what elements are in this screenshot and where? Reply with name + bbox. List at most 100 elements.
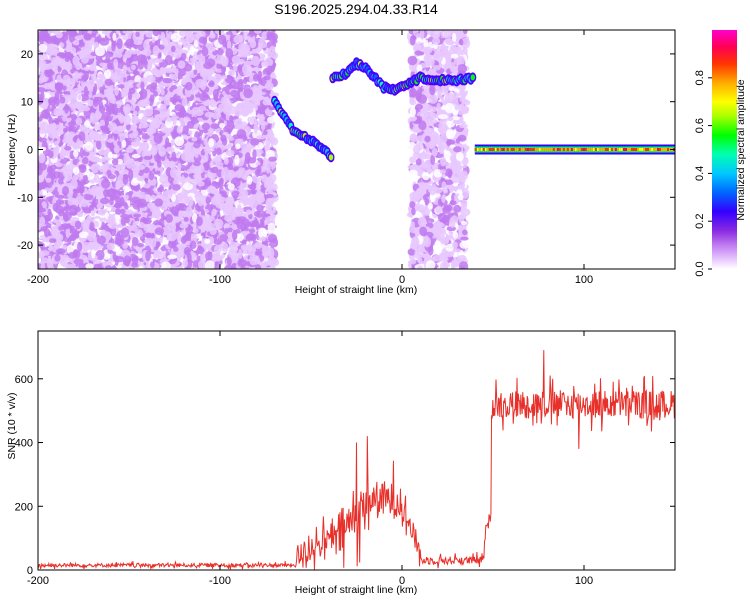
spectrogram-noise-blob	[64, 103, 69, 114]
spectrogram-noise-blob	[126, 75, 132, 81]
spectrogram-noise-blob	[52, 202, 59, 212]
spectrogram-noise-blob	[105, 107, 112, 119]
spectrogram-noise-blob	[193, 163, 200, 175]
spectrogram-noise-blob	[153, 69, 161, 78]
spectrogram-noise-blob	[131, 225, 138, 232]
spectrogram-noise-blob	[57, 185, 64, 193]
spectrogram-noise-blob	[52, 30, 57, 35]
spectrogram-noise-blob	[231, 190, 241, 199]
spectrogram-noise-blob	[85, 263, 94, 269]
spectrogram-noise-blob	[158, 146, 167, 157]
spectrogram-noise-blob	[83, 66, 90, 72]
spectrogram-noise-blob	[53, 140, 59, 146]
spectrogram-noise-blob	[252, 47, 261, 54]
spectrogram-noise-blob	[204, 152, 209, 163]
spectrogram-noise-blob	[69, 103, 79, 108]
spectrogram-noise-blob	[48, 243, 53, 252]
spectrogram-noise-blob	[80, 178, 90, 185]
spectrogram-noise-blob	[211, 208, 217, 217]
spectrogram-noise-blob	[251, 184, 256, 195]
spectrogram-noise-blob	[183, 216, 189, 222]
spectrogram-noise-blob	[139, 88, 148, 99]
spectrogram-noise-blob	[188, 130, 193, 136]
spectrogram-noise-blob	[88, 99, 94, 107]
spectrogram-noise-blob	[259, 263, 267, 268]
spectrogram-noise-blob	[72, 166, 80, 175]
spectrogram-noise-blob	[197, 181, 205, 187]
spectrogram-noise-blob	[155, 170, 161, 175]
spectrogram-noise-blob	[75, 117, 83, 126]
spectrogram-noise-blob	[262, 229, 272, 234]
spectrogram-noise-blob	[267, 50, 273, 59]
spectrogram-noise-blob	[243, 88, 253, 99]
spectrogram-noise-blob	[195, 246, 205, 254]
spectrogram-noise-blob	[234, 154, 240, 166]
spectrogram-noise-blob	[111, 105, 118, 115]
spectrogram-noise-blob	[253, 122, 258, 134]
spectrogram-noise-blob	[262, 99, 271, 106]
spectrogram-noise-blob	[209, 161, 215, 167]
spectrogram-noise-blob	[166, 232, 177, 242]
spectrogram-noise-blob	[143, 155, 153, 160]
spectrogram-noise-blob	[38, 136, 47, 143]
spectrogram-noise-blob	[132, 255, 139, 266]
spectrogram-noise-blob	[261, 210, 266, 222]
spectrogram-noise-blob	[57, 60, 68, 67]
spectrogram-noise-blob	[246, 126, 252, 136]
spectrogram-noise-blob	[125, 146, 134, 153]
spectrogram-noise-blob	[209, 32, 216, 39]
spectrogram-noise-blob	[79, 147, 84, 159]
spectrogram-noise-blob	[67, 237, 72, 245]
spectrogram-noise-blob	[158, 44, 165, 50]
spectrogram-noise-blob	[246, 65, 253, 76]
spectrogram-noise-blob	[150, 147, 158, 156]
spectrogram-noise-blob	[119, 91, 128, 98]
spectrogram-noise-blob	[99, 167, 108, 173]
spectrogram-noise-blob	[71, 113, 77, 121]
spectrogram-noise-blob	[195, 78, 205, 88]
spectrogram-noise-blob	[221, 64, 226, 74]
spectrogram-noise-blob	[90, 112, 96, 122]
spectrogram-noise-blob	[242, 244, 248, 255]
spectrogram-noise-blob	[94, 110, 102, 120]
spectrogram-noise-blob	[106, 242, 115, 251]
spectrogram-noise-blob	[159, 111, 167, 121]
spectrogram-noise-blob	[95, 249, 105, 261]
spectrogram-noise-blob	[42, 63, 52, 70]
spectrogram-noise-blob	[165, 146, 175, 153]
spectrogram-noise-blob	[115, 30, 120, 35]
spectrogram-noise-blob	[191, 136, 198, 142]
spectrogram-noise-blob	[111, 158, 119, 166]
spectrogram-noise-blob	[82, 106, 91, 112]
spectrogram-noise-blob	[143, 108, 154, 117]
spectrogram-noise-blob	[173, 246, 179, 252]
spectrogram-noise-blob	[211, 180, 218, 187]
spectrogram-noise-blob	[242, 52, 248, 58]
spectrogram-noise-blob	[182, 211, 189, 216]
spectrogram-noise-blob	[246, 175, 253, 185]
spectrogram-noise-blob	[61, 223, 70, 230]
spectrogram-noise-blob	[96, 135, 102, 142]
spectrogram-noise-blob	[61, 151, 68, 157]
spectrogram-noise-blob	[77, 94, 82, 101]
spectrogram-noise-blob	[237, 79, 245, 85]
spectrogram-noise-blob	[88, 205, 95, 211]
spectrogram-noise-blob	[236, 102, 243, 109]
spectrogram-noise-blob	[52, 171, 61, 179]
spectrogram-noise-blob	[127, 90, 133, 101]
spectrogram-noise-blob	[97, 149, 108, 156]
spectrogram-noise-blob	[204, 145, 210, 155]
spectrogram-noise-blob	[74, 35, 84, 41]
spectrogram-noise-blob	[112, 52, 123, 59]
spectrogram-noise-blob	[117, 75, 124, 83]
spectrogram-noise-blob	[242, 173, 248, 181]
spectrogram-noise-blob	[248, 246, 253, 253]
spectrogram-noise-blob	[54, 162, 64, 167]
spectrogram-noise-blob	[175, 112, 184, 117]
spectrogram-noise-blob	[198, 260, 207, 269]
spectrogram-noise-blob	[83, 257, 89, 263]
spectrogram-noise-blob	[89, 131, 95, 139]
spectrogram-noise-blob	[72, 188, 82, 194]
